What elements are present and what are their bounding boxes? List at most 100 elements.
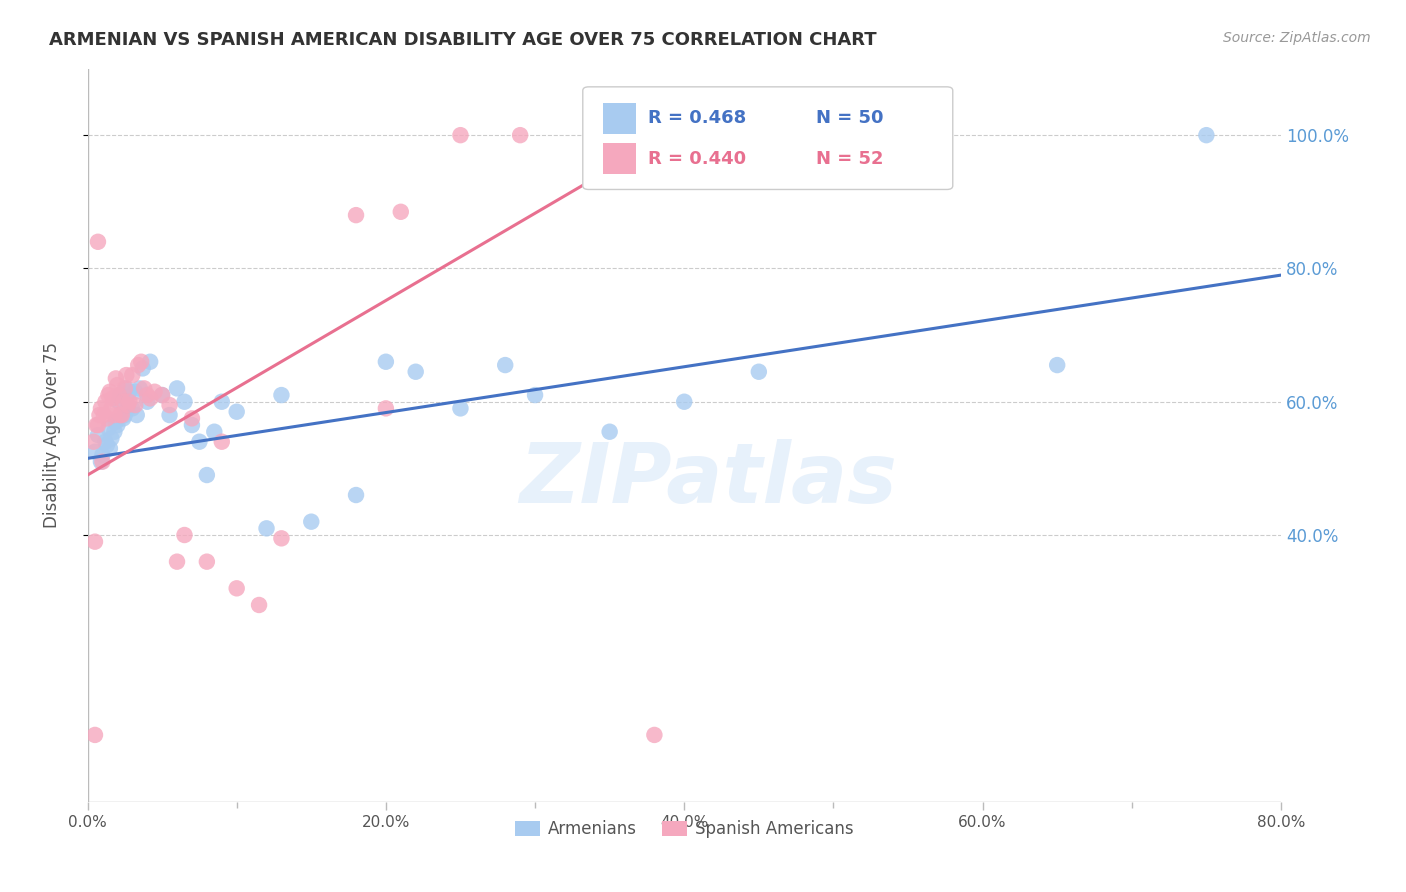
Point [159, 408, 181, 422]
Point [583, 128, 606, 143]
Point [202, 425, 225, 439]
Point [100, 401, 122, 416]
Point [111, 408, 134, 422]
Point [270, 532, 292, 546]
Text: ARMENIAN VS SPANISH AMERICAN DISABILITY AGE OVER 75 CORRELATION CHART: ARMENIAN VS SPANISH AMERICAN DISABILITY … [49, 31, 877, 49]
Point [115, 368, 138, 382]
Point [97, 388, 120, 402]
Point [139, 355, 162, 369]
Point [299, 515, 322, 529]
Point [100, 431, 122, 445]
Point [256, 521, 278, 535]
Point [96, 411, 118, 425]
Point [150, 388, 173, 402]
Point [225, 405, 247, 419]
Point [673, 394, 696, 409]
Point [509, 128, 531, 143]
Point [374, 401, 396, 416]
Point [181, 411, 204, 425]
Point [93, 408, 115, 422]
Point [91, 448, 114, 462]
Point [112, 411, 135, 425]
Point [84, 534, 107, 549]
Point [112, 394, 135, 409]
Point [211, 434, 233, 449]
Point [118, 384, 141, 399]
Point [108, 388, 131, 402]
Point [87, 418, 110, 433]
Point [159, 398, 181, 412]
Point [173, 394, 195, 409]
Point [599, 425, 621, 439]
Point [128, 381, 150, 395]
Point [84, 728, 107, 742]
Point [136, 388, 159, 402]
Point [117, 401, 139, 416]
Point [389, 204, 412, 219]
Point [86, 418, 108, 433]
FancyBboxPatch shape [603, 144, 637, 174]
Point [117, 398, 139, 412]
Legend: Armenians, Spanish Americans: Armenians, Spanish Americans [508, 814, 860, 845]
Point [115, 381, 138, 395]
Point [211, 394, 233, 409]
Text: N = 52: N = 52 [815, 150, 883, 168]
Point [166, 555, 188, 569]
Point [114, 381, 136, 395]
Text: Source: ZipAtlas.com: Source: ZipAtlas.com [1223, 31, 1371, 45]
Point [103, 408, 125, 422]
Point [84, 444, 107, 458]
Point [173, 528, 195, 542]
Point [449, 128, 471, 143]
Y-axis label: Disability Age Over 75: Disability Age Over 75 [44, 342, 60, 528]
Point [524, 388, 547, 402]
Point [494, 358, 516, 372]
Point [139, 392, 162, 406]
Point [101, 392, 124, 406]
Point [449, 401, 471, 416]
Point [181, 418, 204, 433]
Point [225, 582, 247, 596]
Point [124, 398, 146, 412]
Point [247, 598, 270, 612]
Point [87, 428, 110, 442]
Point [82, 434, 104, 449]
Point [105, 418, 128, 433]
FancyBboxPatch shape [603, 103, 637, 134]
Point [98, 384, 121, 399]
Point [91, 455, 114, 469]
Point [94, 434, 117, 449]
Point [150, 388, 173, 402]
Point [105, 378, 128, 392]
Point [195, 468, 218, 483]
Point [748, 365, 770, 379]
Point [104, 371, 127, 385]
Point [270, 388, 292, 402]
Point [134, 381, 156, 395]
Point [90, 401, 112, 416]
Point [87, 235, 110, 249]
Point [136, 394, 159, 409]
Point [90, 455, 112, 469]
Point [94, 394, 117, 409]
Point [125, 408, 148, 422]
Point [131, 361, 153, 376]
Point [121, 368, 143, 382]
Point [110, 408, 132, 422]
Point [129, 355, 152, 369]
Point [143, 384, 166, 399]
Point [89, 408, 111, 422]
Point [188, 434, 211, 449]
Text: N = 50: N = 50 [815, 110, 883, 128]
Point [344, 208, 367, 222]
Point [121, 401, 143, 416]
Point [344, 488, 367, 502]
Point [643, 728, 665, 742]
Point [98, 442, 121, 456]
Text: R = 0.468: R = 0.468 [648, 110, 747, 128]
Point [108, 394, 131, 409]
Point [114, 408, 136, 422]
Point [103, 425, 125, 439]
Point [166, 381, 188, 395]
Point [97, 421, 120, 435]
